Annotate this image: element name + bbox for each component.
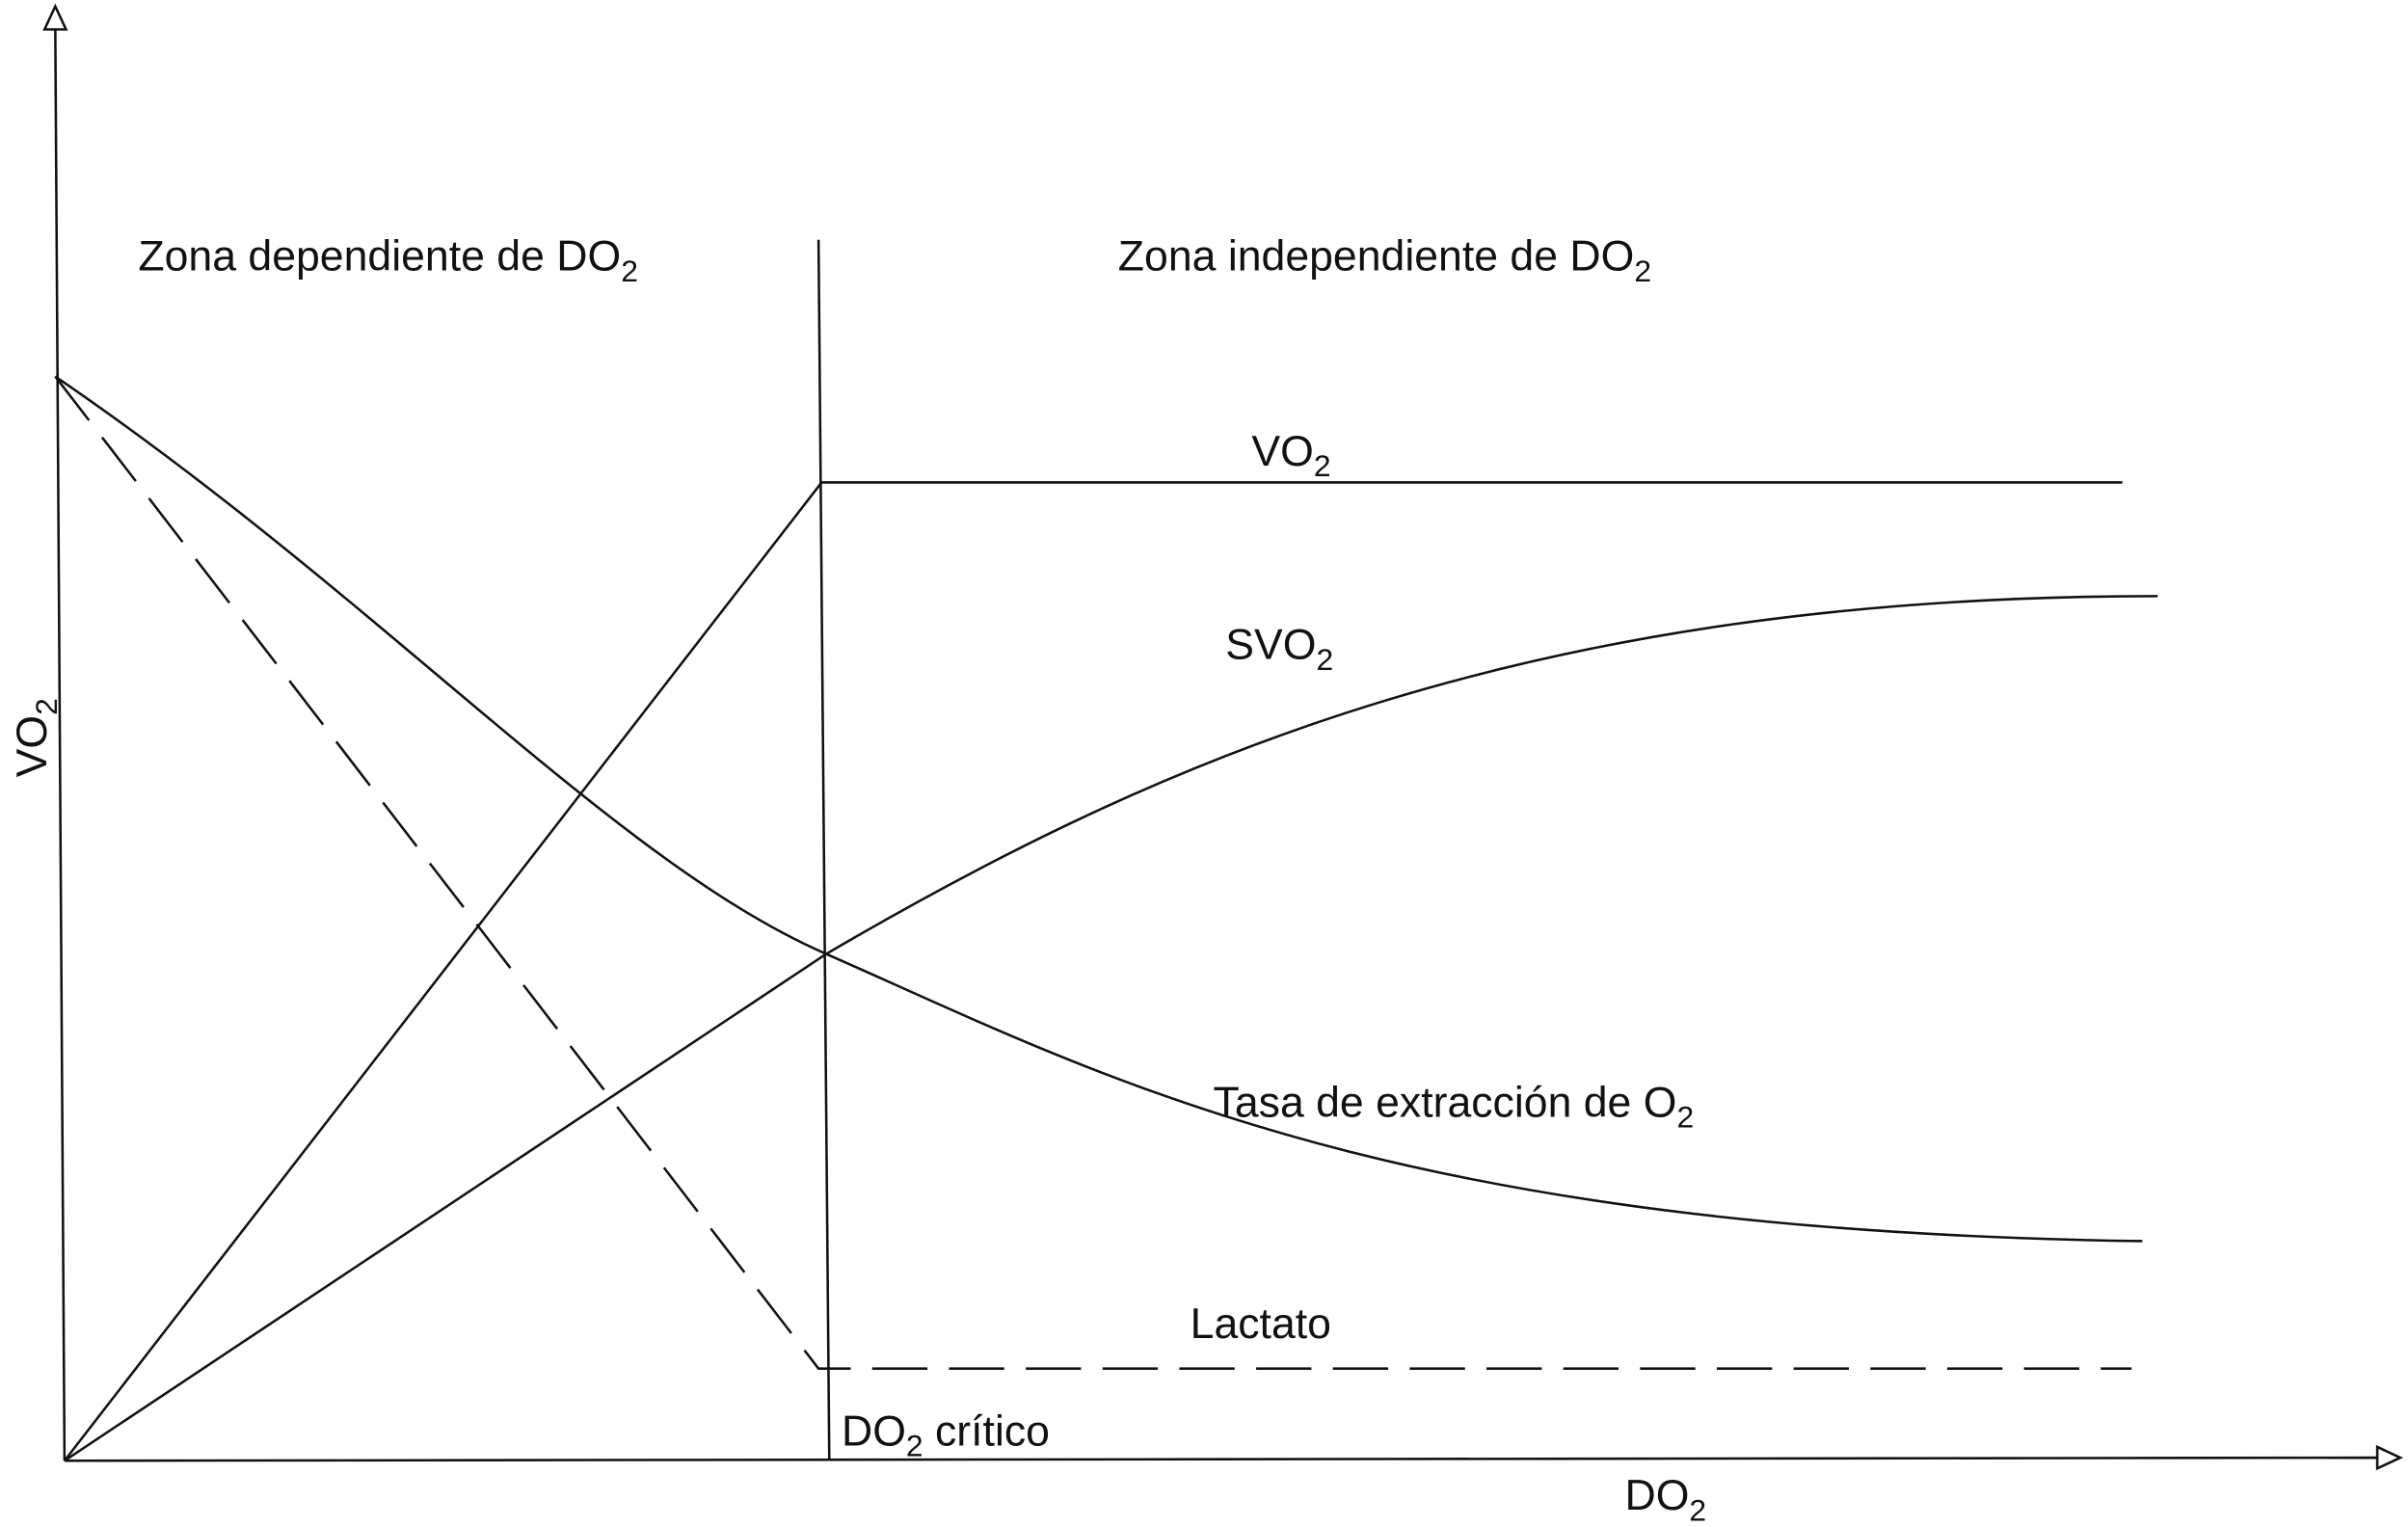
- zone-label: Zona dependiente de DO2: [138, 233, 638, 288]
- y-axis: [54, 29, 67, 1461]
- curve-label: SVO2: [1225, 622, 1333, 677]
- x-axis-arrow: [2375, 1444, 2404, 1471]
- curve-label: Tasa de extracción de O2: [1214, 1079, 1695, 1134]
- y-axis-label: VO2: [9, 698, 64, 777]
- zone-label: Zona independiente de DO2: [1118, 233, 1651, 288]
- y-axis-arrow: [42, 3, 68, 31]
- svo2-curve: [64, 595, 2158, 1462]
- vo2-curve: [63, 481, 2123, 1462]
- x-axis-label: DO2: [1625, 1472, 1707, 1527]
- critical-label: DO2 crítico: [842, 1407, 1050, 1462]
- lactate-curve: [54, 375, 2132, 1370]
- curve-label: Lactato: [1191, 1300, 1331, 1348]
- extraction-curve: [54, 375, 2143, 1243]
- curve-label: VO2: [1251, 428, 1330, 483]
- x-axis: [64, 1456, 2378, 1462]
- critical-line: [816, 239, 831, 1461]
